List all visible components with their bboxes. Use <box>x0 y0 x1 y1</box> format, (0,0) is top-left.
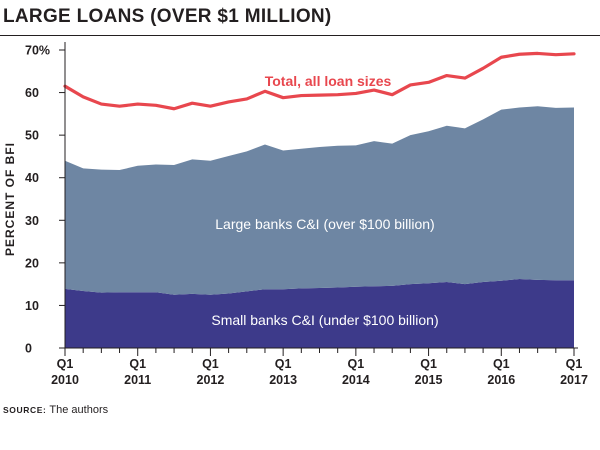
chart-annotations: Total, all loan sizes Large banks C&I (ov… <box>211 73 438 328</box>
y-axis: 0 10 20 30 40 50 60 70% PERCENT OF BFI <box>3 42 66 356</box>
annotation-large-banks: Large banks C&I (over $100 billion) <box>215 216 434 232</box>
y-tick-label: 40 <box>25 171 39 185</box>
x-tick-year-label: 2010 <box>51 373 79 387</box>
source-note: SOURCE: The authors <box>3 404 108 416</box>
x-tick-year-label: 2013 <box>269 373 297 387</box>
source-text: The authors <box>49 404 109 416</box>
y-tick-label: 70% <box>25 44 50 58</box>
source-label: SOURCE: <box>3 405 47 415</box>
y-tick-label: 20 <box>25 256 39 270</box>
x-tick-quarter-label: Q1 <box>129 357 146 371</box>
y-tick-label: 0 <box>25 342 32 356</box>
y-tick-label: 30 <box>25 214 39 228</box>
y-tick-label: 50 <box>25 129 39 143</box>
area-series-large-banks <box>65 106 574 295</box>
x-tick-quarter-label: Q1 <box>348 357 365 371</box>
x-tick-quarter-label: Q1 <box>420 357 437 371</box>
annotation-small-banks: Small banks C&I (under $100 billion) <box>211 312 438 328</box>
x-axis: Q1 2010 Q1 2011 Q1 2012 Q1 2013 Q1 2014 Q1 2015 Q1 20… <box>51 347 588 387</box>
x-tick-year-label: 2012 <box>197 373 225 387</box>
x-tick-year-label: 2015 <box>415 373 443 387</box>
chart-areas <box>65 106 574 348</box>
y-tick-label: 10 <box>25 299 39 313</box>
x-tick-quarter-label: Q1 <box>493 357 510 371</box>
y-tick-label: 60 <box>25 86 39 100</box>
x-tick-quarter-label: Q1 <box>275 357 292 371</box>
chart-lines <box>63 51 576 111</box>
x-tick-quarter-label: Q1 <box>57 357 74 371</box>
title-divider <box>0 35 600 36</box>
area-series-small-banks <box>65 279 574 348</box>
x-tick-year-label: 2011 <box>124 373 151 387</box>
line-series-total <box>63 51 576 111</box>
y-axis-title: PERCENT OF BFI <box>3 142 17 256</box>
x-tick-year-label: 2017 <box>560 373 588 387</box>
x-tick-year-label: 2016 <box>487 373 515 387</box>
x-tick-quarter-label: Q1 <box>202 357 219 371</box>
chart-title: LARGE LOANS (OVER $1 MILLION) <box>3 6 332 27</box>
x-tick-year-label: 2014 <box>342 373 370 387</box>
annotation-total: Total, all loan sizes <box>265 73 392 89</box>
x-tick-quarter-label: Q1 <box>566 357 583 371</box>
